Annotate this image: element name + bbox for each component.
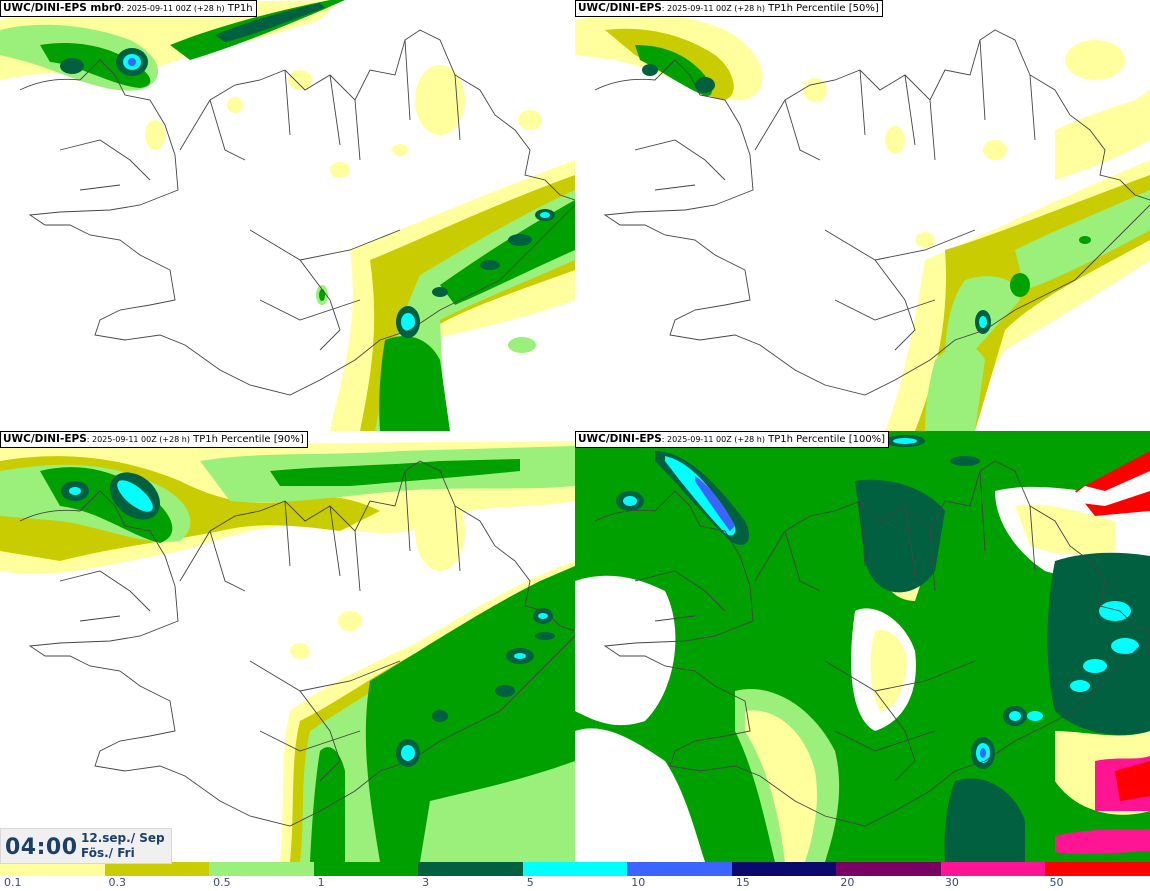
precip-field bbox=[0, 441, 575, 862]
colorbar-segment bbox=[418, 862, 523, 876]
field-name: TP1h Percentile [90%] bbox=[189, 434, 304, 445]
coastline bbox=[19, 460, 575, 827]
colorbar bbox=[0, 862, 1150, 876]
precip-field bbox=[575, 431, 1150, 862]
model-name: UWC/DINI-EPS bbox=[3, 433, 87, 445]
colorbar-label: 20 bbox=[840, 876, 855, 889]
precip-map-mbr0 bbox=[0, 0, 575, 431]
map-panel-p50: UWC/DINI-EPS: 2025-09-11 00Z (+28 h) TP1… bbox=[575, 0, 1150, 431]
valid-time-box: 04:00 12.sep./ Sep Fös./ Fri bbox=[0, 828, 172, 864]
run-time: : 2025-09-11 00Z (+28 h) bbox=[661, 4, 765, 13]
panel-title: UWC/DINI-EPS mbr0: 2025-09-11 00Z (+28 h… bbox=[0, 0, 257, 17]
colorbar-label: 15 bbox=[735, 876, 750, 889]
colorbar-labels: 0.1 0.3 0.5 1 3 5 10 15 20 30 50 bbox=[0, 876, 1150, 890]
panel-title: UWC/DINI-EPS: 2025-09-11 00Z (+28 h) TP1… bbox=[575, 0, 883, 17]
run-time: : 2025-09-11 00Z (+28 h) bbox=[121, 4, 225, 13]
field-name: TP1h bbox=[224, 3, 253, 14]
run-time: : 2025-09-11 00Z (+28 h) bbox=[86, 435, 190, 444]
field-name: TP1h Percentile [100%] bbox=[764, 434, 886, 445]
map-panel-mbr0: UWC/DINI-EPS mbr0: 2025-09-11 00Z (+28 h… bbox=[0, 0, 575, 431]
valid-date-line1: 12.sep./ Sep bbox=[81, 831, 165, 845]
run-time: : 2025-09-11 00Z (+28 h) bbox=[661, 435, 765, 444]
panel-title: UWC/DINI-EPS: 2025-09-11 00Z (+28 h) TP1… bbox=[575, 431, 890, 448]
precip-field bbox=[0, 0, 575, 431]
member-label: mbr0 bbox=[86, 2, 122, 14]
colorbar-label: 50 bbox=[1049, 876, 1064, 889]
colorbar-label: 10 bbox=[631, 876, 646, 889]
colorbar-label: 0.3 bbox=[108, 876, 127, 889]
colorbar-segment bbox=[1045, 862, 1150, 876]
precip-map-p90 bbox=[0, 441, 575, 862]
valid-time-clock: 04:00 bbox=[5, 835, 78, 860]
colorbar-label: 30 bbox=[944, 876, 959, 889]
map-panel-p100: UWC/DINI-EPS: 2025-09-11 00Z (+28 h) TP1… bbox=[575, 431, 1150, 862]
precip-field bbox=[575, 14, 1150, 431]
colorbar-segment bbox=[940, 862, 1046, 876]
colorbar-segment bbox=[627, 862, 732, 876]
panel-title: UWC/DINI-EPS: 2025-09-11 00Z (+28 h) TP1… bbox=[0, 431, 308, 448]
coastline bbox=[594, 460, 1150, 827]
coastline bbox=[19, 29, 575, 396]
colorbar-label: 0.5 bbox=[213, 876, 231, 889]
precip-map-p100 bbox=[575, 431, 1150, 862]
colorbar-segment bbox=[731, 862, 837, 876]
colorbar-label: 3 bbox=[422, 876, 430, 889]
colorbar-label: 5 bbox=[526, 876, 534, 889]
colorbar-segment bbox=[0, 862, 105, 876]
model-name: UWC/DINI-EPS bbox=[578, 433, 662, 445]
precip-map-p50 bbox=[575, 14, 1150, 431]
colorbar-segment bbox=[104, 862, 210, 876]
model-name: UWC/DINI-EPS bbox=[578, 2, 662, 14]
model-name: UWC/DINI-EPS bbox=[3, 2, 87, 14]
colorbar-segment bbox=[836, 862, 941, 876]
colorbar-label: 1 bbox=[317, 876, 325, 889]
field-name: TP1h Percentile [50%] bbox=[764, 3, 879, 14]
coastline bbox=[594, 29, 1150, 396]
valid-date-line2: Fös./ Fri bbox=[81, 846, 135, 860]
map-panel-p90: UWC/DINI-EPS: 2025-09-11 00Z (+28 h) TP1… bbox=[0, 431, 575, 862]
colorbar-segment bbox=[522, 862, 628, 876]
colorbar-segment bbox=[313, 862, 419, 876]
colorbar-segment bbox=[209, 862, 314, 876]
colorbar-label: 0.1 bbox=[4, 876, 22, 889]
